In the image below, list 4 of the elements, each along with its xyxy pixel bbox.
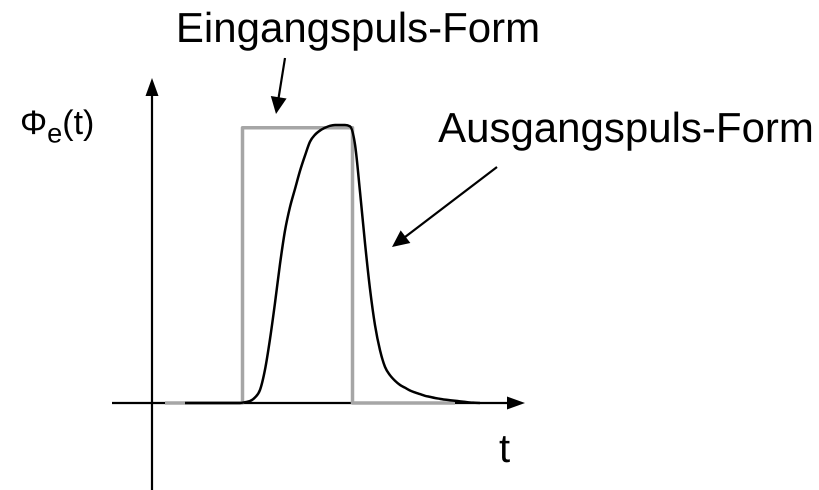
y-axis-title: Φ$_{e}$(t) <box>20 104 94 148</box>
series-label: Ausgangspuls-Form <box>438 104 814 151</box>
x-axis-title: t <box>499 427 510 471</box>
text: Eingangspuls-Form <box>176 4 540 51</box>
